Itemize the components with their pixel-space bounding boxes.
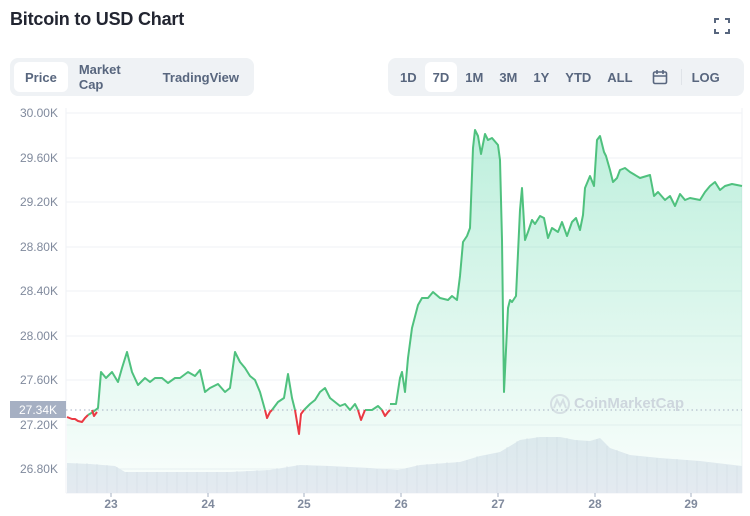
x-tick: 23: [104, 497, 118, 511]
fullscreen-icon: [714, 18, 730, 34]
y-tick: 28.80K: [19, 240, 58, 254]
range-1m[interactable]: 1M: [465, 69, 484, 85]
range-ytd[interactable]: YTD: [565, 69, 592, 85]
y-tick: 28.40K: [19, 284, 58, 298]
x-tick: 25: [297, 497, 311, 511]
price-line: [87, 129, 743, 416]
tab-price[interactable]: Price: [14, 62, 68, 92]
range-all[interactable]: ALL: [607, 69, 633, 85]
fullscreen-button[interactable]: [713, 17, 731, 35]
current-price-tag: 27.34K: [10, 401, 66, 418]
y-tick: 28.00K: [19, 329, 58, 343]
tab-market-cap[interactable]: Market Cap: [78, 62, 121, 92]
y-tick: 27.60K: [19, 373, 58, 387]
date-picker-button[interactable]: [645, 62, 675, 92]
y-tick: 26.80K: [19, 462, 58, 476]
y-tick: 27.20K: [19, 418, 58, 432]
chart-type-tabs: Price Market Cap TradingView: [10, 58, 254, 96]
range-3m[interactable]: 3M: [499, 69, 518, 85]
y-tick: 30.00K: [19, 106, 58, 120]
x-tick: 24: [201, 497, 215, 511]
calendar-icon: [652, 70, 667, 85]
time-range-selector: 1D 7D 1M 3M 1Y YTD ALL LOG: [388, 58, 744, 96]
range-7d[interactable]: 7D: [424, 62, 458, 92]
price-line-below: [66, 409, 391, 435]
watermark-text: CoinMarketCap: [574, 395, 685, 412]
range-1d[interactable]: 1D: [400, 69, 417, 85]
x-tick: 29: [684, 497, 698, 511]
log-scale-toggle[interactable]: LOG: [691, 69, 720, 85]
y-tick: 29.20K: [19, 195, 58, 209]
range-1y[interactable]: 1Y: [533, 69, 550, 85]
divider: [680, 69, 682, 85]
watermark: [550, 394, 570, 414]
y-tick: 29.60K: [19, 151, 58, 165]
x-tick: 26: [394, 497, 408, 511]
price-area: [67, 130, 742, 493]
page-title: Bitcoin to USD Chart: [10, 9, 184, 29]
x-tick: 28: [588, 497, 602, 511]
tab-tradingview[interactable]: TradingView: [162, 69, 239, 85]
x-tick: 27: [491, 497, 505, 511]
